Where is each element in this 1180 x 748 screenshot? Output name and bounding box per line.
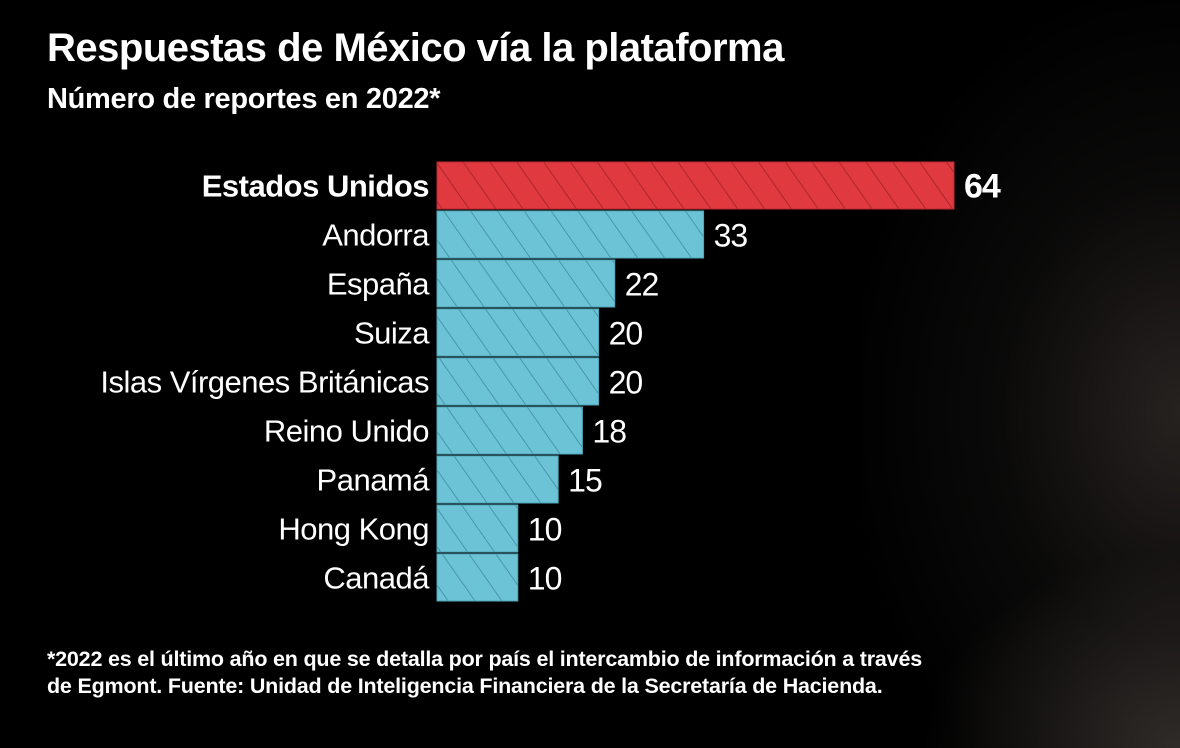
value-label: 20 (609, 316, 643, 352)
bar (436, 455, 559, 504)
value-label: 22 (625, 267, 659, 303)
category-label: Canadá (323, 561, 430, 596)
footnote-line-1: *2022 es el último año en que se detalla… (47, 647, 922, 671)
category-label: Andorra (322, 218, 430, 253)
category-label: Panamá (317, 463, 431, 498)
bar (436, 504, 519, 553)
footnote-line-2: de Egmont. Fuente: Unidad de Inteligenci… (47, 674, 883, 698)
category-label: Suiza (354, 316, 430, 351)
bar (436, 210, 705, 259)
value-label: 33 (714, 218, 748, 254)
value-label: 15 (568, 463, 602, 499)
value-label: 10 (528, 512, 562, 548)
category-label: España (327, 267, 430, 302)
value-label: 64 (964, 168, 1001, 206)
footnote: *2022 es el último año en que se detalla… (47, 646, 1177, 700)
bars-layer: Estados Unidos 64 Andorra 33 España 22 Suiza 20… (100, 161, 1002, 602)
chart-subtitle: Número de reportes en 2022* (47, 83, 441, 115)
category-label: Islas Vírgenes Británicas (100, 365, 429, 400)
bar (436, 406, 583, 455)
bar (436, 357, 600, 406)
value-label: 10 (528, 561, 562, 597)
bar-highlighted (436, 161, 955, 210)
value-label: 18 (592, 414, 626, 450)
bar (436, 553, 519, 602)
bar-chart: Estados Unidos 64 Andorra 33 España 22 Suiza 20… (100, 161, 1002, 602)
category-label: Estados Unidos (202, 169, 429, 204)
bar (436, 308, 600, 357)
bar (436, 259, 616, 308)
value-label: 20 (609, 365, 643, 401)
category-label: Hong Kong (278, 512, 429, 547)
chart-title: Respuestas de México vía la plataforma (47, 26, 784, 70)
category-label: Reino Unido (264, 414, 429, 449)
